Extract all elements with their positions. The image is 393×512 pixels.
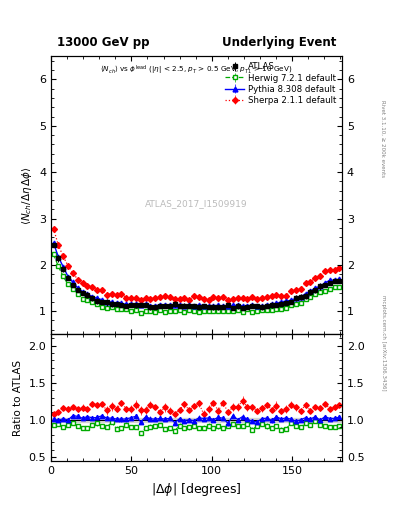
Y-axis label: $\langle N_{ch} / \Delta\eta\,\Delta\phi \rangle$: $\langle N_{ch} / \Delta\eta\,\Delta\phi… bbox=[20, 166, 33, 225]
Text: Underlying Event: Underlying Event bbox=[222, 36, 336, 49]
Text: mcplots.cern.ch [arXiv:1306.3436]: mcplots.cern.ch [arXiv:1306.3436] bbox=[381, 295, 386, 391]
Bar bbox=[51, 418, 342, 422]
X-axis label: $|\Delta\phi|$ [degrees]: $|\Delta\phi|$ [degrees] bbox=[151, 481, 242, 498]
Text: $\langle N_{ch}\rangle$ vs $\phi^{\rm lead}$ ($|\eta|$ < 2.5, $p_T$ > 0.5 GeV, $: $\langle N_{ch}\rangle$ vs $\phi^{\rm le… bbox=[100, 63, 293, 77]
Text: ATLAS_2017_I1509919: ATLAS_2017_I1509919 bbox=[145, 199, 248, 208]
Text: Rivet 3.1.10, ≥ 200k events: Rivet 3.1.10, ≥ 200k events bbox=[381, 100, 386, 177]
Legend: ATLAS, Herwig 7.2.1 default, Pythia 8.308 default, Sherpa 2.1.1 default: ATLAS, Herwig 7.2.1 default, Pythia 8.30… bbox=[223, 60, 338, 106]
Text: 13000 GeV pp: 13000 GeV pp bbox=[57, 36, 149, 49]
Y-axis label: Ratio to ATLAS: Ratio to ATLAS bbox=[13, 359, 23, 436]
